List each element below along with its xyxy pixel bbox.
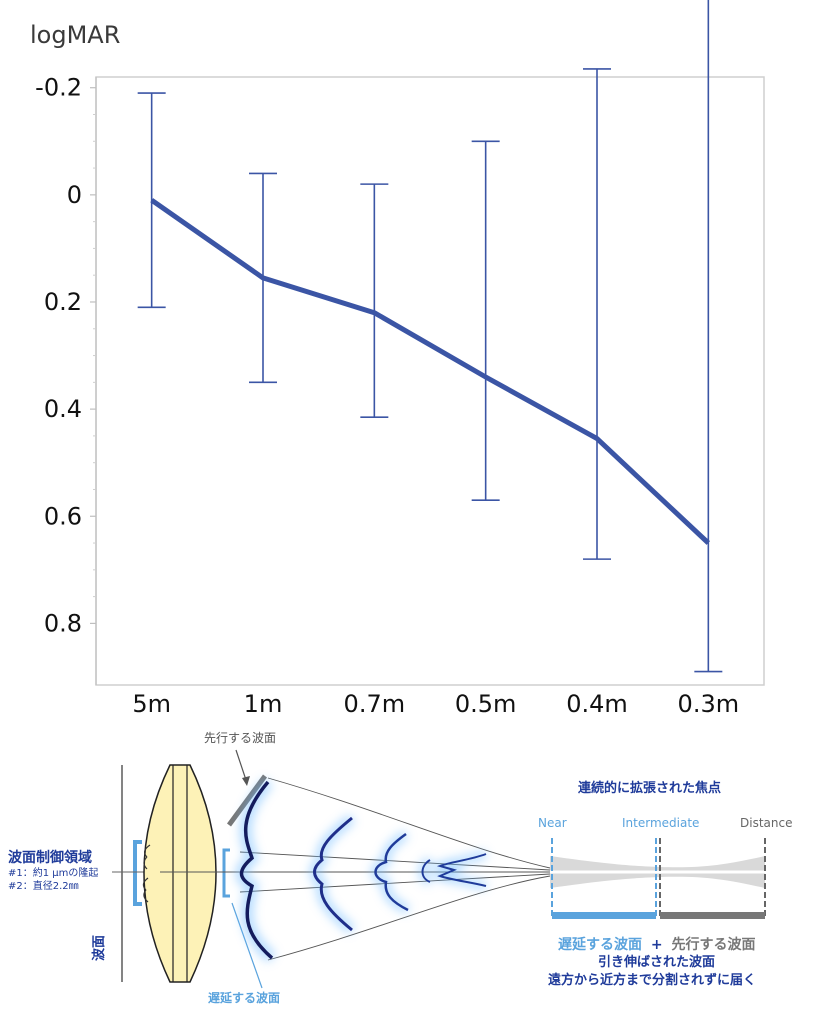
stretched-caption: 引き伸ばされた波面 — [598, 954, 715, 970]
wavefronts — [235, 778, 488, 963]
y-axis: -0.2 0 0.2 0.4 0.6 0.8 — [35, 74, 97, 685]
ray-lines — [160, 777, 765, 961]
x-tick-label: 0.4m — [566, 690, 628, 718]
lens-shape — [143, 764, 217, 983]
delayed-wavefront-label: 遅延する波面 — [208, 990, 280, 1005]
intermediate-label: Intermediate — [622, 816, 699, 830]
y-tick-label: 0.2 — [44, 288, 82, 316]
combo-caption: 遅延する波面 + 先行する波面 — [558, 936, 755, 953]
lens-ridges — [142, 844, 151, 903]
reach-caption: 遠方から近方まで分割されずに届く — [548, 972, 756, 988]
combo-plus: + — [651, 937, 663, 953]
control-area-bracket — [133, 840, 142, 906]
x-tick-label: 0.7m — [344, 690, 406, 718]
leading-arrowhead — [242, 776, 250, 786]
plot-frame — [95, 76, 765, 686]
y-axis-unit-label: logMAR — [30, 21, 120, 49]
control-area-title: 波面制御領域 — [8, 849, 92, 866]
y-tick-label: 0.4 — [44, 395, 82, 423]
control-note-2: #2：直径2.2㎜ — [8, 879, 79, 892]
x-tick-label: 0.5m — [455, 690, 517, 718]
x-axis: 5m 1m 0.7m 0.5m 0.4m 0.3m — [132, 690, 739, 718]
y-tick-label: 0.8 — [44, 609, 82, 637]
delayed-pointer — [231, 902, 263, 989]
distance-label: Distance — [740, 816, 792, 830]
edof-diagram: 波面 波面制御領域 #1：約1 μmの隆起 #2：直径2.2㎜ 遅延する波面 先… — [8, 731, 792, 1005]
y-tick-label: -0.2 — [35, 74, 82, 102]
wavefront-vertical-label: 波面 — [91, 935, 107, 961]
series-line — [150, 198, 711, 545]
x-tick-label: 1m — [244, 690, 283, 718]
y-tick-label: 0.6 — [44, 502, 82, 530]
leading-pointer — [235, 749, 247, 781]
leading-wavefront-label: 先行する波面 — [204, 731, 276, 745]
x-tick-label: 0.3m — [678, 690, 740, 718]
y-tick-label: 0 — [67, 181, 82, 209]
control-note-1: #1：約1 μmの隆起 — [8, 866, 98, 879]
error-bars — [137, 0, 723, 673]
combo-delayed: 遅延する波面 — [558, 936, 642, 953]
x-tick-label: 5m — [132, 690, 171, 718]
distance-range-bar — [660, 912, 765, 919]
near-label: Near — [538, 816, 567, 830]
focus-title: 連続的に拡張された焦点 — [578, 780, 721, 796]
logmar-chart: logMAR -0.2 0 0.2 0.4 0.6 0.8 5m 1m 0.7m 0.5m 0.4… — [30, 0, 765, 718]
delayed-wavefront-bracket — [222, 848, 230, 898]
near-range-bar — [552, 912, 656, 919]
combo-leading: 先行する波面 — [671, 936, 755, 953]
